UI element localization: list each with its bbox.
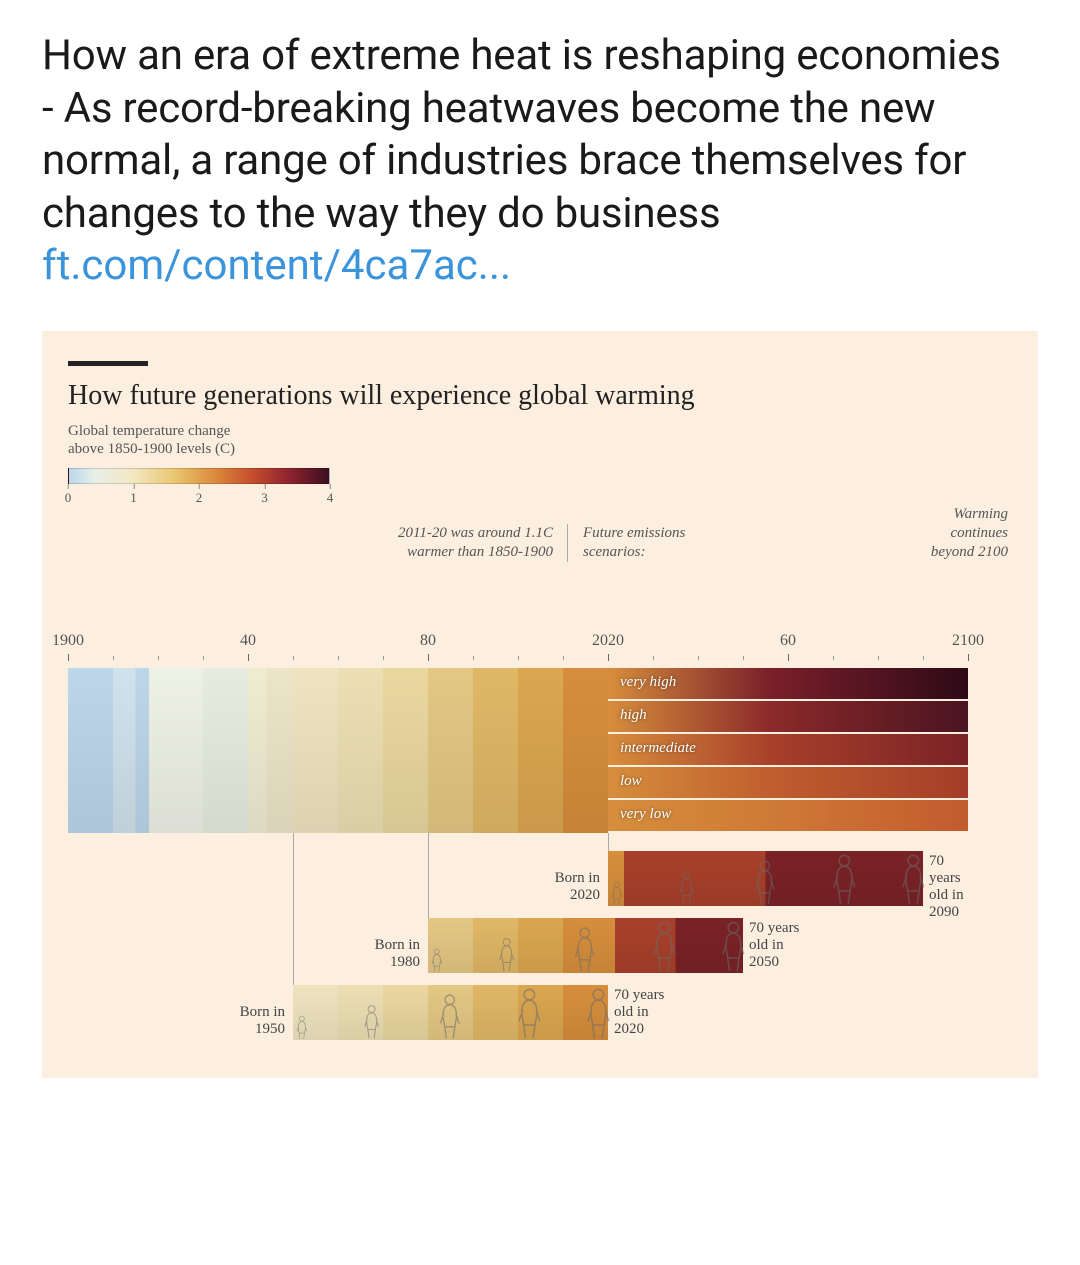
cohort-age-label-1980: 70 yearsold in2050 (749, 920, 799, 972)
scenario-label-intermediate: intermediate (620, 740, 696, 757)
scenario-high: high (608, 701, 968, 732)
person-icon (610, 881, 624, 906)
figure-title: How future generations will experience g… (68, 380, 1018, 412)
person-icon (497, 937, 516, 972)
scenario-label-very_high: very high (620, 674, 676, 691)
person-icon (830, 853, 859, 905)
scenario-intermediate: intermediate (608, 734, 968, 765)
accent-bar (68, 361, 148, 366)
post-headline: How an era of extreme heat is reshaping … (42, 30, 1038, 240)
cohort-born-label-1950: Born in1950 (221, 1004, 285, 1039)
person-icon (437, 993, 463, 1040)
figure-card: How future generations will experience g… (42, 331, 1038, 1078)
scenario-very_high: very high (608, 668, 968, 699)
person-icon (572, 926, 598, 973)
person-icon (752, 859, 778, 906)
cohort-born-label-1980: Born in1980 (356, 937, 420, 972)
color-legend: 01234 (68, 468, 1018, 506)
timeline: 190040802020602100 very highhighintermed… (68, 632, 1018, 1052)
person-icon (650, 920, 679, 972)
post-link[interactable]: ft.com/content/4ca7ac... (42, 240, 1038, 293)
person-icon (677, 870, 696, 905)
person-icon (899, 853, 928, 905)
person-icon (430, 948, 444, 973)
cohort-age-label-2020: 70 yearsold in2090 (929, 853, 968, 922)
cohort-age-label-1950: 70 yearsold in2020 (614, 987, 664, 1039)
person-icon (515, 987, 544, 1039)
scenario-label-high: high (620, 707, 647, 724)
person-icon (719, 920, 748, 972)
person-icon (584, 987, 613, 1039)
note-beyond-2100: Warming continues beyond 2100 (931, 505, 1008, 561)
note-2011: 2011-20 was around 1.1Cwarmer than 1850-… (398, 524, 568, 562)
scenario-label-very_low: very low (620, 806, 671, 823)
person-icon (295, 1015, 309, 1040)
figure-subtitle: Global temperature change above 1850-190… (68, 422, 1018, 458)
scenario-label-low: low (620, 773, 642, 790)
scenario-low: low (608, 767, 968, 798)
person-icon (362, 1004, 381, 1039)
historical-band (68, 668, 608, 833)
note-scenarios: Future emissions scenarios: (583, 524, 685, 562)
scenario-very_low: very low (608, 800, 968, 831)
cohort-born-label-2020: Born in2020 (536, 870, 600, 905)
